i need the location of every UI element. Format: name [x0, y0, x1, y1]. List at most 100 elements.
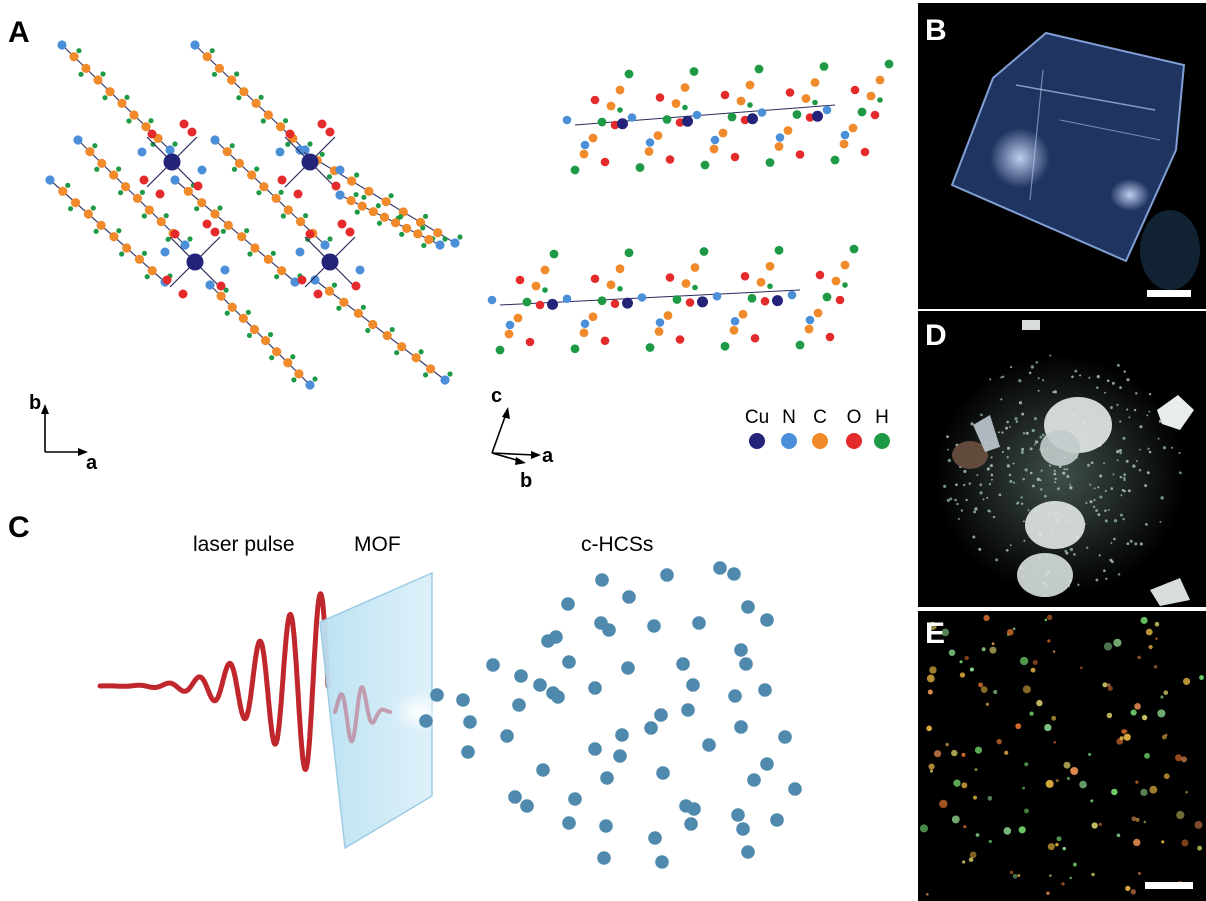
- c-hcs-particle: [615, 728, 629, 742]
- panel-d-micrograph: [918, 311, 1206, 607]
- c-hcs-particle: [676, 657, 690, 671]
- c-hcs-particle: [508, 790, 522, 804]
- c-hcs-particle: [588, 742, 602, 756]
- c-hcs-particle: [597, 851, 611, 865]
- legend-swatch-o: [846, 433, 862, 449]
- c-hcs-particle: [520, 799, 534, 813]
- c-hcs-particle: [656, 766, 670, 780]
- c-hcs-particle: [686, 678, 700, 692]
- axis-label-c-right: c: [491, 385, 502, 407]
- legend-swatch-h: [874, 433, 890, 449]
- c-hcs-particle: [687, 802, 701, 816]
- c-hcs-particle: [739, 657, 753, 671]
- c-hcs-particle: [621, 661, 635, 675]
- c-hcs-particle: [486, 658, 500, 672]
- legend-swatch-cu: [749, 433, 765, 449]
- scale-bar-e: [1145, 882, 1193, 889]
- c-hcs-particle: [599, 819, 613, 833]
- c-hcs-particle: [512, 698, 526, 712]
- legend-swatch-n: [781, 433, 797, 449]
- c-hcs-particle: [731, 808, 745, 822]
- c-hcs-particle: [594, 616, 608, 630]
- label-c-hcss: c-HCSs: [581, 533, 653, 556]
- c-hcs-particle: [430, 688, 444, 702]
- c-hcs-particle: [728, 689, 742, 703]
- c-hcs-particles: [419, 561, 802, 869]
- c-hcs-particle: [741, 845, 755, 859]
- c-hcs-particle: [741, 600, 755, 614]
- c-hcs-particle: [760, 613, 774, 627]
- c-hcs-particle: [533, 678, 547, 692]
- c-hcs-particle: [419, 714, 433, 728]
- c-hcs-particle: [681, 703, 695, 717]
- c-hcs-particle: [770, 813, 784, 827]
- c-hcs-particle: [549, 630, 563, 644]
- panel-label-e: E: [925, 617, 945, 650]
- axes-indicator-right: [491, 407, 541, 465]
- c-hcs-particle: [644, 721, 658, 735]
- legend-label-cu: Cu: [745, 407, 769, 428]
- c-hcs-particle: [562, 655, 576, 669]
- c-hcs-particle: [647, 619, 661, 633]
- panel-label-d: D: [925, 319, 947, 352]
- panel-label-a: A: [8, 16, 30, 49]
- c-hcs-particle: [562, 816, 576, 830]
- panel-a-crystal-structure: [45, 40, 894, 390]
- legend-label-h: H: [875, 407, 889, 428]
- legend-label-n: N: [782, 407, 796, 428]
- c-hcs-particle: [463, 715, 477, 729]
- c-hcs-particle: [788, 782, 802, 796]
- legend-label-c: C: [813, 407, 827, 428]
- c-hcs-particle: [684, 817, 698, 831]
- c-hcs-particle: [692, 616, 706, 630]
- element-legend: Cu N C O H: [745, 407, 890, 449]
- axis-label-a-right: a: [542, 445, 554, 467]
- c-hcs-particle: [736, 822, 750, 836]
- c-hcs-particle: [654, 708, 668, 722]
- c-hcs-particle: [713, 561, 727, 575]
- c-hcs-particle: [702, 738, 716, 752]
- c-hcs-particle: [727, 567, 741, 581]
- c-hcs-particle: [734, 643, 748, 657]
- panel-e-micrograph: [918, 611, 1206, 901]
- beam-spot: [392, 692, 448, 732]
- panel-label-b: B: [925, 14, 947, 47]
- c-hcs-particle: [551, 690, 565, 704]
- axis-label-b-right: b: [520, 470, 532, 492]
- label-laser-pulse: laser pulse: [193, 533, 295, 556]
- mof-film-slab: [319, 571, 433, 850]
- axis-label-b-left: b: [29, 392, 41, 414]
- legend-label-o: O: [847, 407, 862, 428]
- c-hcs-particle: [595, 573, 609, 587]
- panel-label-c: C: [8, 511, 30, 544]
- c-hcs-particle: [655, 855, 669, 869]
- laser-pulse-inside-mof: [333, 685, 392, 744]
- c-hcs-particle: [760, 757, 774, 771]
- panel-b-micrograph: [918, 3, 1206, 309]
- c-hcs-particle: [514, 669, 528, 683]
- label-mof: MOF: [354, 533, 401, 556]
- laser-pulse-wave: [97, 591, 331, 772]
- c-hcs-particle: [600, 771, 614, 785]
- axis-label-a-left: a: [86, 452, 98, 474]
- c-hcs-particle: [461, 745, 475, 759]
- structure-view-ac: [487, 59, 894, 355]
- scale-bar-b: [1147, 290, 1191, 297]
- c-hcs-particle: [500, 729, 514, 743]
- c-hcs-particle: [561, 597, 575, 611]
- c-hcs-particle: [568, 792, 582, 806]
- structure-view-ab: [45, 40, 463, 390]
- legend-swatch-c: [812, 433, 828, 449]
- c-hcs-particle: [660, 568, 674, 582]
- c-hcs-particle: [456, 693, 470, 707]
- c-hcs-particle: [613, 749, 627, 763]
- c-hcs-particle: [758, 683, 772, 697]
- c-hcs-particle: [622, 590, 636, 604]
- axes-indicator-left: [41, 404, 88, 456]
- c-hcs-particle: [778, 730, 792, 744]
- c-hcs-particle: [734, 720, 748, 734]
- c-hcs-particle: [648, 831, 662, 845]
- c-hcs-particle: [536, 763, 550, 777]
- c-hcs-particle: [747, 773, 761, 787]
